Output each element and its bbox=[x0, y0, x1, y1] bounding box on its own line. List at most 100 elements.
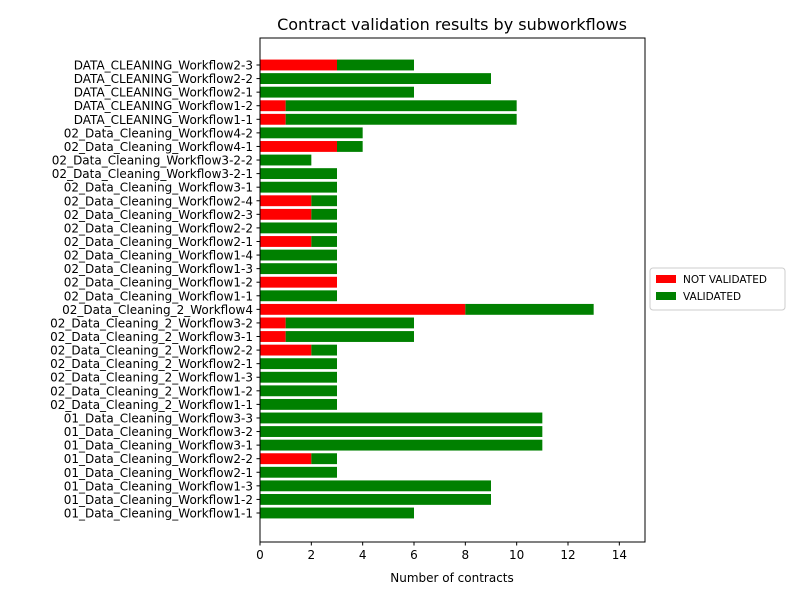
legend-swatch-1 bbox=[656, 292, 676, 300]
plot-frame bbox=[259, 37, 646, 543]
y-tick-label: DATA_CLEANING_Workflow2-3 bbox=[74, 59, 253, 73]
y-tick-label: DATA_CLEANING_Workflow1-1 bbox=[74, 113, 253, 127]
bar-validated-18 bbox=[260, 263, 337, 275]
bar-validated-26 bbox=[260, 154, 312, 166]
legend-label-1: VALIDATED bbox=[683, 291, 741, 303]
y-tick-label: 02_Data_Cleaning_Workflow3-2-1 bbox=[52, 167, 253, 181]
y-tick-label: 02_Data_Cleaning_2_Workflow1-3 bbox=[50, 371, 253, 385]
y-axis-ticks: 01_Data_Cleaning_Workflow1-101_Data_Clea… bbox=[50, 59, 260, 521]
y-tick-label: 02_Data_Cleaning_Workflow3-2-2 bbox=[52, 154, 253, 168]
bar-validated-30 bbox=[285, 100, 517, 112]
y-tick-label: 02_Data_Cleaning_Workflow1-4 bbox=[64, 249, 253, 263]
bar-validated-22 bbox=[311, 208, 337, 220]
bar-validated-28 bbox=[260, 127, 363, 139]
y-tick-label: 02_Data_Cleaning_2_Workflow4 bbox=[62, 303, 253, 317]
chart-title: Contract validation results by subworkfl… bbox=[277, 15, 627, 34]
bar-not-validated-15 bbox=[260, 303, 466, 315]
y-tick-label: 01_Data_Cleaning_Workflow1-1 bbox=[64, 507, 253, 521]
bar-validated-27 bbox=[337, 141, 363, 152]
x-axis-label: Number of contracts bbox=[390, 571, 514, 585]
bar-validated-0 bbox=[260, 507, 414, 519]
bar-not-validated-14 bbox=[260, 317, 286, 329]
y-tick-label: 01_Data_Cleaning_Workflow1-2 bbox=[64, 493, 253, 507]
y-tick-label: 01_Data_Cleaning_Workflow3-1 bbox=[64, 439, 253, 453]
y-tick-label: 02_Data_Cleaning_Workflow1-3 bbox=[64, 262, 253, 276]
bar-not-validated-29 bbox=[260, 113, 286, 125]
bar-validated-15 bbox=[465, 303, 594, 315]
bar-validated-19 bbox=[260, 249, 337, 261]
bar-validated-14 bbox=[285, 317, 414, 329]
bar-not-validated-33 bbox=[260, 59, 337, 71]
y-tick-label: 01_Data_Cleaning_Workflow1-3 bbox=[64, 479, 253, 493]
x-tick-label: 12 bbox=[560, 548, 575, 562]
y-tick-label: 02_Data_Cleaning_2_Workflow1-2 bbox=[50, 384, 253, 398]
bar-not-validated-27 bbox=[260, 141, 337, 152]
legend-frame bbox=[649, 267, 786, 311]
bar-validated-7 bbox=[260, 412, 543, 424]
bar-validated-13 bbox=[285, 331, 414, 342]
bar-validated-24 bbox=[260, 181, 337, 193]
y-tick-label: 02_Data_Cleaning_Workflow2-2 bbox=[64, 221, 253, 235]
bar-validated-32 bbox=[260, 73, 491, 85]
y-tick-label: 02_Data_Cleaning_Workflow1-1 bbox=[64, 289, 253, 303]
legend: NOT VALIDATED VALIDATED bbox=[649, 267, 786, 311]
y-tick-label: DATA_CLEANING_Workflow2-2 bbox=[74, 72, 253, 86]
y-tick-label: 02_Data_Cleaning_2_Workflow3-1 bbox=[50, 330, 253, 344]
bar-not-validated-30 bbox=[260, 100, 286, 112]
y-tick-label: 02_Data_Cleaning_Workflow3-1 bbox=[64, 181, 253, 195]
x-axis-ticks: 0 2 4 6 8 10 12 14 bbox=[256, 542, 627, 562]
bar-not-validated-17 bbox=[260, 276, 337, 288]
bars-layer bbox=[260, 59, 594, 519]
bar-not-validated-13 bbox=[260, 331, 286, 342]
bar-validated-2 bbox=[260, 480, 491, 492]
y-tick-label: 01_Data_Cleaning_Workflow3-3 bbox=[64, 411, 253, 425]
y-tick-label: DATA_CLEANING_Workflow2-1 bbox=[74, 86, 253, 100]
y-tick-label: 02_Data_Cleaning_Workflow4-1 bbox=[64, 140, 253, 154]
bar-not-validated-23 bbox=[260, 195, 312, 207]
bar-validated-11 bbox=[260, 358, 337, 370]
bar-validated-29 bbox=[285, 113, 517, 125]
bar-validated-16 bbox=[260, 290, 337, 302]
bar-validated-9 bbox=[260, 385, 337, 397]
bar-not-validated-4 bbox=[260, 453, 312, 465]
bar-validated-31 bbox=[260, 86, 414, 98]
bar-validated-8 bbox=[260, 398, 337, 410]
x-tick-label: 0 bbox=[256, 548, 264, 562]
bar-validated-6 bbox=[260, 426, 543, 437]
bar-validated-23 bbox=[311, 195, 337, 207]
y-tick-label: 02_Data_Cleaning_Workflow4-2 bbox=[64, 126, 253, 140]
x-tick-label: 10 bbox=[509, 548, 524, 562]
y-tick-label: 02_Data_Cleaning_2_Workflow2-1 bbox=[50, 357, 253, 371]
bar-validated-12 bbox=[311, 344, 337, 356]
bar-not-validated-22 bbox=[260, 208, 312, 220]
bar-validated-10 bbox=[260, 371, 337, 383]
y-tick-label: 02_Data_Cleaning_Workflow2-1 bbox=[64, 235, 253, 249]
y-tick-label: 02_Data_Cleaning_2_Workflow3-2 bbox=[50, 316, 253, 330]
bar-not-validated-20 bbox=[260, 236, 312, 247]
y-tick-label: 02_Data_Cleaning_Workflow2-4 bbox=[64, 194, 253, 208]
x-tick-label: 2 bbox=[308, 548, 316, 562]
y-tick-label: 02_Data_Cleaning_Workflow1-2 bbox=[64, 276, 253, 290]
y-tick-label: 02_Data_Cleaning_Workflow2-3 bbox=[64, 208, 253, 222]
legend-label-0: NOT VALIDATED bbox=[683, 274, 767, 286]
bar-validated-5 bbox=[260, 439, 543, 451]
bar-validated-1 bbox=[260, 493, 491, 505]
bar-not-validated-12 bbox=[260, 344, 312, 356]
bar-validated-21 bbox=[260, 222, 337, 234]
bar-validated-33 bbox=[337, 59, 414, 71]
y-tick-label: 02_Data_Cleaning_2_Workflow2-2 bbox=[50, 344, 253, 358]
y-tick-label: DATA_CLEANING_Workflow1-2 bbox=[74, 99, 253, 113]
y-tick-label: 01_Data_Cleaning_Workflow3-2 bbox=[64, 425, 253, 439]
y-tick-label: 01_Data_Cleaning_Workflow2-1 bbox=[64, 466, 253, 480]
x-tick-label: 14 bbox=[612, 548, 627, 562]
y-tick-label: 01_Data_Cleaning_Workflow2-2 bbox=[64, 452, 253, 466]
y-tick-label: 02_Data_Cleaning_2_Workflow1-1 bbox=[50, 398, 253, 412]
legend-swatch-0 bbox=[656, 275, 676, 283]
x-tick-label: 8 bbox=[462, 548, 470, 562]
x-tick-label: 6 bbox=[410, 548, 418, 562]
bar-validated-4 bbox=[311, 453, 337, 465]
bar-validated-3 bbox=[260, 466, 337, 478]
bar-validated-25 bbox=[260, 168, 337, 180]
